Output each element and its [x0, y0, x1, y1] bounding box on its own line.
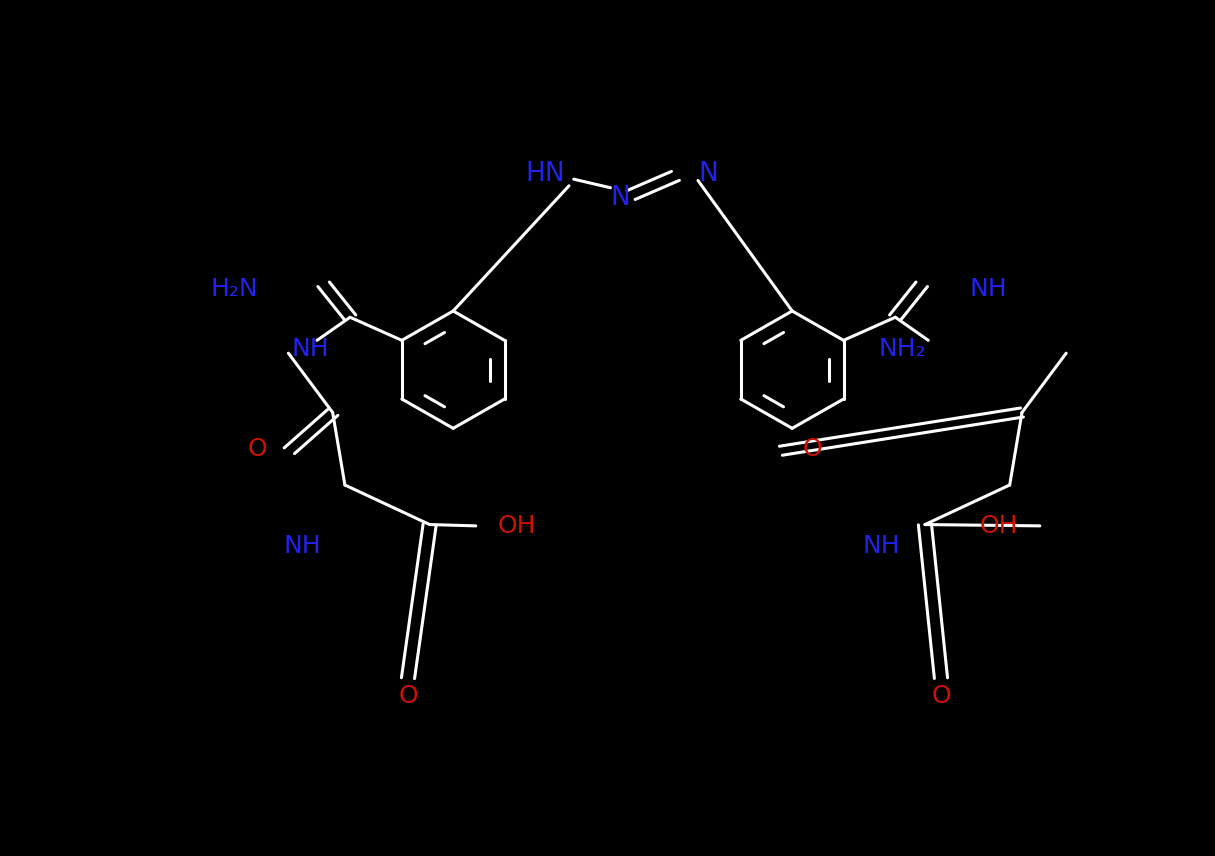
Text: H₂N: H₂N	[210, 276, 258, 300]
Text: O: O	[399, 684, 418, 708]
Text: O: O	[248, 437, 267, 461]
Text: N: N	[697, 161, 718, 187]
Text: N: N	[610, 185, 629, 211]
Text: HN: HN	[526, 161, 565, 187]
Text: O: O	[803, 437, 823, 461]
Text: OH: OH	[979, 514, 1018, 538]
Text: NH₂: NH₂	[878, 336, 926, 360]
Text: NH: NH	[292, 336, 329, 360]
Text: NH: NH	[863, 533, 900, 557]
Text: NH: NH	[284, 533, 321, 557]
Text: OH: OH	[497, 514, 536, 538]
Text: O: O	[931, 684, 951, 708]
Text: NH: NH	[970, 276, 1007, 300]
